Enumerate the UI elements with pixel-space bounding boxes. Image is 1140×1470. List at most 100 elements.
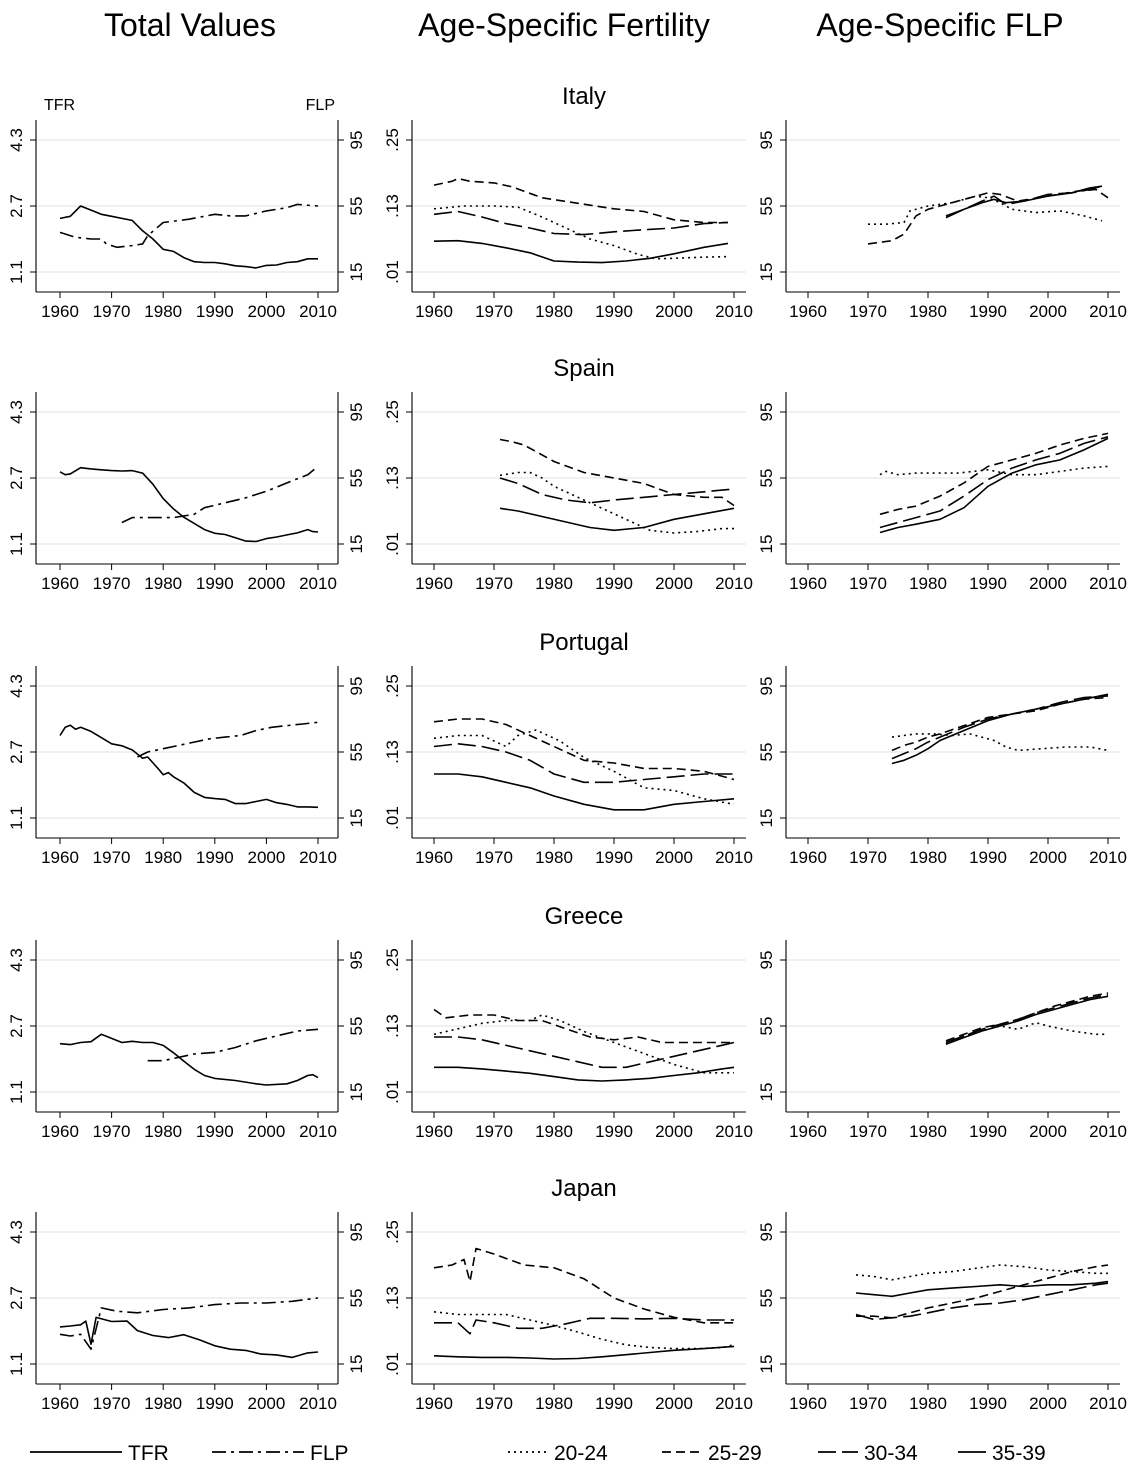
legend-30-34-label: 30-34 xyxy=(864,1442,918,1465)
total-greece-flp-ytick-label: 95 xyxy=(347,951,366,970)
fert-line-japan-35-39 xyxy=(433,1345,735,1360)
total-spain-tfr-ytick-label: 1.1 xyxy=(7,532,26,556)
fert-japan-ytick-label: .25 xyxy=(383,1220,402,1244)
flpa-italy-ytick-label: 15 xyxy=(757,263,776,282)
flpa-portugal-ytick-label: 15 xyxy=(757,809,776,828)
flpa-line-spain-35-39 xyxy=(879,437,1109,534)
country-title-italy: Italy xyxy=(562,83,606,110)
fert-line-spain-25-29 xyxy=(499,438,735,507)
total-portugal-xtick-label: 1970 xyxy=(93,848,131,867)
total-portugal-xtick-label: 1990 xyxy=(196,848,234,867)
fert-line-greece-25-29 xyxy=(433,1008,734,1044)
fert-line-italy-30-34 xyxy=(433,210,729,236)
flpa-portugal-xtick-label: 2010 xyxy=(1089,848,1127,867)
total-italy-xtick-label: 2000 xyxy=(247,302,285,321)
column-title-age-specific-flp: Age-Specific FLP xyxy=(816,7,1063,43)
total-italy-xtick-label: 1990 xyxy=(196,302,234,321)
fert-greece-ytick-label: .13 xyxy=(383,1014,402,1038)
total-portugal-tfr-ytick-label: 2.7 xyxy=(7,740,26,764)
flp-line-italy xyxy=(59,203,319,249)
flpa-line-italy-20-24 xyxy=(868,195,1103,225)
total-japan-tfr-ytick-label: 4.3 xyxy=(7,1220,26,1244)
flpa-italy-ytick-label: 95 xyxy=(757,131,776,150)
fert-greece-ytick-label: .25 xyxy=(383,948,402,972)
country-title-greece: Greece xyxy=(545,903,624,930)
fert-line-portugal-30-34 xyxy=(433,743,734,784)
total-greece-tfr-ytick-label: 4.3 xyxy=(7,948,26,972)
total-italy-xtick-label: 1960 xyxy=(41,302,79,321)
fert-italy-xtick-label: 1990 xyxy=(595,302,633,321)
total-spain-xtick-label: 1980 xyxy=(144,574,182,593)
fert-spain-xtick-label: 1990 xyxy=(595,574,633,593)
fert-greece-xtick-label: 2010 xyxy=(715,1122,753,1141)
flpa-italy-xtick-label: 1990 xyxy=(969,302,1007,321)
flpa-line-greece-35-39 xyxy=(945,995,1109,1045)
legend-35-39-label: 35-39 xyxy=(992,1442,1046,1465)
country-title-portugal: Portugal xyxy=(539,629,628,656)
flpa-greece-ytick-label: 15 xyxy=(757,1083,776,1102)
total-italy-flp-ytick-label: 55 xyxy=(347,197,366,216)
flpa-greece-xtick-label: 2000 xyxy=(1029,1122,1067,1141)
flpa-line-greece-30-34 xyxy=(945,993,1109,1044)
fert-line-italy-35-39 xyxy=(433,239,729,264)
fert-portugal-ytick-label: .13 xyxy=(383,740,402,764)
fert-line-portugal-35-39 xyxy=(434,773,735,811)
flpa-spain-ytick-label: 55 xyxy=(757,469,776,488)
flpa-spain-xtick-label: 2010 xyxy=(1089,574,1127,593)
corner-label-flp: FLP xyxy=(306,97,335,114)
flpa-spain-ytick-label: 15 xyxy=(757,535,776,554)
fert-line-portugal-20-24 xyxy=(433,729,735,806)
flpa-japan-xtick-label: 2000 xyxy=(1029,1394,1067,1413)
total-italy-tfr-ytick-label: 1.1 xyxy=(7,260,26,284)
country-title-spain: Spain xyxy=(553,355,614,382)
fert-line-greece-20-24 xyxy=(433,1014,734,1074)
flpa-line-spain-20-24 xyxy=(879,465,1109,476)
total-greece-xtick-label: 1970 xyxy=(93,1122,131,1141)
fert-greece-xtick-label: 1990 xyxy=(595,1122,633,1141)
fert-greece-ytick-label: .01 xyxy=(383,1080,402,1104)
fert-greece-xtick-label: 1960 xyxy=(415,1122,453,1141)
total-greece-tfr-ytick-label: 1.1 xyxy=(7,1080,26,1104)
flpa-japan-xtick-label: 1960 xyxy=(789,1394,827,1413)
fert-line-greece-30-34 xyxy=(434,1036,735,1069)
flpa-portugal-xtick-label: 1990 xyxy=(969,848,1007,867)
fert-line-spain-20-24 xyxy=(499,471,734,534)
total-spain-flp-ytick-label: 95 xyxy=(347,403,366,422)
flpa-line-greece-20-24 xyxy=(945,1021,1108,1045)
flpa-line-portugal-25-29 xyxy=(891,696,1109,752)
flp-line-spain xyxy=(121,465,319,524)
fert-italy-xtick-label: 2010 xyxy=(715,302,753,321)
fert-portugal-xtick-label: 1990 xyxy=(595,848,633,867)
fert-line-spain-30-34 xyxy=(499,477,735,504)
total-spain-flp-ytick-label: 15 xyxy=(347,535,366,554)
flp-line-greece xyxy=(147,1028,319,1062)
flpa-portugal-xtick-label: 1960 xyxy=(789,848,827,867)
total-spain-xtick-label: 1960 xyxy=(41,574,79,593)
fert-italy-xtick-label: 1970 xyxy=(475,302,513,321)
total-japan-tfr-ytick-label: 2.7 xyxy=(7,1286,26,1310)
fert-italy-ytick-label: .13 xyxy=(383,194,402,218)
flpa-line-italy-35-39 xyxy=(945,185,1103,219)
fert-portugal-xtick-label: 1980 xyxy=(535,848,573,867)
total-portugal-tfr-ytick-label: 4.3 xyxy=(7,674,26,698)
tfr-line-portugal xyxy=(59,724,319,809)
total-spain-tfr-ytick-label: 4.3 xyxy=(7,400,26,424)
column-title-age-specific-fertility: Age-Specific Fertility xyxy=(418,7,710,43)
flpa-greece-ytick-label: 55 xyxy=(757,1017,776,1036)
total-spain-xtick-label: 1970 xyxy=(93,574,131,593)
total-portugal-xtick-label: 2000 xyxy=(247,848,285,867)
fert-japan-xtick-label: 1990 xyxy=(595,1394,633,1413)
total-italy-tfr-ytick-label: 4.3 xyxy=(7,128,26,152)
fert-italy-xtick-label: 1980 xyxy=(535,302,573,321)
fert-greece-xtick-label: 1980 xyxy=(535,1122,573,1141)
total-japan-xtick-label: 1980 xyxy=(144,1394,182,1413)
flpa-japan-ytick-label: 55 xyxy=(757,1289,776,1308)
total-spain-tfr-ytick-label: 2.7 xyxy=(7,466,26,490)
fert-spain-xtick-label: 1960 xyxy=(415,574,453,593)
fert-spain-xtick-label: 2000 xyxy=(655,574,693,593)
flpa-spain-xtick-label: 1980 xyxy=(909,574,947,593)
total-greece-flp-ytick-label: 15 xyxy=(347,1083,366,1102)
flpa-portugal-ytick-label: 55 xyxy=(757,743,776,762)
flpa-spain-xtick-label: 1970 xyxy=(849,574,887,593)
fert-portugal-xtick-label: 1960 xyxy=(415,848,453,867)
